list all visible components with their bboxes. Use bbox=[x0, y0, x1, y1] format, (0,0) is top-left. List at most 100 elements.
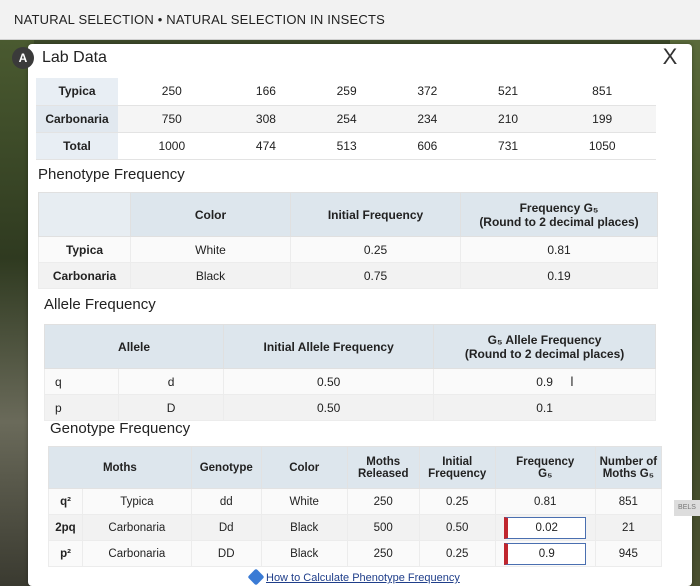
side-tab[interactable]: BELS bbox=[674, 500, 700, 516]
table-row: p² Carbonaria DD Black 250 0.25 0.9 945 bbox=[48, 540, 663, 567]
header-moths-released: Moths Released bbox=[346, 446, 420, 489]
header-initial-allele-frequency: Initial Allele Frequency bbox=[223, 324, 435, 369]
table-cell: Carbonaria bbox=[82, 540, 192, 567]
table-cell: DD bbox=[190, 540, 262, 567]
table-cell: Carbonaria bbox=[82, 514, 192, 541]
table-row: 2pq Carbonaria Dd Black 500 0.50 0.02 21 bbox=[48, 514, 663, 541]
table-cell: 474 bbox=[225, 132, 307, 160]
genotype-symbol: 2pq bbox=[48, 514, 83, 541]
header-frequency-g5: Frequency G₅ (Round to 2 decimal places) bbox=[460, 192, 658, 237]
table-header-row: Moths Genotype Color Moths Released Init… bbox=[48, 446, 663, 489]
lab-data-panel: A Lab Data X Typica 250 166 259 372 521 … bbox=[12, 44, 692, 586]
allele-table: Allele Initial Allele Frequency G₅ Allel… bbox=[43, 324, 656, 421]
table-cell: D bbox=[117, 394, 225, 421]
table-cell: 0.50 bbox=[223, 394, 435, 421]
table-cell: 0.75 bbox=[290, 262, 461, 289]
table-cell: 0.50 bbox=[418, 514, 496, 541]
table-cell: 851 bbox=[548, 78, 656, 106]
moth-counts-table: Typica 250 166 259 372 521 851 Carbonari… bbox=[36, 78, 656, 160]
table-cell: Black bbox=[130, 262, 291, 289]
table-cell: 210 bbox=[467, 105, 549, 133]
row-label: Typica bbox=[38, 236, 131, 263]
frequency-g5-input[interactable]: 0.9 bbox=[504, 542, 587, 565]
table-cell: 750 bbox=[118, 105, 226, 133]
panel-header: A Lab Data X bbox=[12, 44, 692, 74]
table-cell: Black bbox=[260, 540, 348, 567]
header-blank bbox=[38, 192, 131, 237]
frequency-g5-cell: 0.9 bbox=[494, 540, 596, 567]
genotype-section-title: Genotype Frequency bbox=[50, 420, 191, 437]
table-cell: 250 bbox=[346, 488, 420, 515]
table-cell: White bbox=[260, 488, 348, 515]
header-moths: Moths bbox=[48, 446, 192, 489]
table-cell: 199 bbox=[548, 105, 656, 133]
table-cell: dd bbox=[190, 488, 262, 515]
header-number-moths-g5: Number of Moths G₅ bbox=[594, 446, 663, 489]
table-header-row: Allele Initial Allele Frequency G₅ Allel… bbox=[43, 324, 656, 369]
table-row: q d 0.50 0.9 bbox=[44, 368, 656, 395]
g5-allele-input-p[interactable]: 0.1 bbox=[433, 394, 656, 421]
row-label: Typica bbox=[36, 78, 118, 106]
table-header-row: Color Initial Frequency Frequency G₅ (Ro… bbox=[38, 192, 658, 237]
table-cell: 0.25 bbox=[418, 488, 496, 515]
header-genotype: Genotype bbox=[190, 446, 262, 489]
table-row: p D 0.50 0.1 bbox=[44, 394, 656, 421]
allele-section-title: Allele Frequency bbox=[44, 296, 156, 313]
table-cell: Black bbox=[260, 514, 348, 541]
table-cell: 254 bbox=[306, 105, 387, 133]
close-button[interactable]: X bbox=[662, 44, 678, 69]
lab-data-icon: A bbox=[12, 47, 34, 69]
table-cell: Typica bbox=[82, 488, 192, 515]
table-cell: Dd bbox=[190, 514, 262, 541]
row-label: Carbonaria bbox=[38, 262, 131, 289]
phenotype-section-title: Phenotype Frequency bbox=[38, 166, 185, 183]
row-label: Total bbox=[36, 132, 118, 160]
table-cell: 1050 bbox=[548, 132, 656, 160]
table-cell: 0.81 bbox=[460, 236, 658, 263]
header-initial-frequency: Initial Frequency bbox=[418, 446, 496, 489]
table-cell: 851 bbox=[594, 488, 663, 515]
table-cell: 0.25 bbox=[418, 540, 496, 567]
table-cell: 0.19 bbox=[460, 262, 658, 289]
table-cell: 259 bbox=[306, 78, 387, 106]
table-row: Typica 250 166 259 372 521 851 bbox=[36, 78, 656, 106]
table-cell: 945 bbox=[594, 540, 663, 567]
header-frequency-g5: Frequency G₅ bbox=[494, 446, 596, 489]
table-cell: 513 bbox=[306, 132, 387, 160]
table-cell: 500 bbox=[346, 514, 420, 541]
table-cell: 521 bbox=[467, 78, 549, 106]
allele-symbol: q bbox=[44, 368, 119, 395]
breadcrumb-title: NATURAL SELECTION • NATURAL SELECTION IN… bbox=[14, 12, 385, 27]
table-row: Carbonaria 750 308 254 234 210 199 bbox=[36, 105, 656, 133]
table-cell: 308 bbox=[225, 105, 307, 133]
frequency-g5-input[interactable]: 0.02 bbox=[504, 516, 587, 539]
genotype-table: Moths Genotype Color Moths Released Init… bbox=[48, 446, 663, 567]
table-cell: 372 bbox=[386, 78, 468, 106]
top-bar: NATURAL SELECTION • NATURAL SELECTION IN… bbox=[0, 0, 700, 40]
table-cell: 0.50 bbox=[223, 368, 435, 395]
table-row: q² Typica dd White 250 0.25 0.81 851 bbox=[48, 488, 663, 515]
table-cell: 166 bbox=[225, 78, 307, 106]
genotype-symbol: q² bbox=[48, 488, 83, 515]
table-cell: 1000 bbox=[118, 132, 226, 160]
g5-allele-input-q[interactable]: 0.9 bbox=[433, 368, 656, 395]
header-g5-allele-frequency: G₅ Allele Frequency (Round to 2 decimal … bbox=[433, 324, 656, 369]
help-link[interactable]: How to Calculate Phenotype Frequency bbox=[266, 572, 460, 584]
table-cell: 0.25 bbox=[290, 236, 461, 263]
table-cell: 250 bbox=[346, 540, 420, 567]
table-cell: 606 bbox=[386, 132, 468, 160]
phenotype-table: Color Initial Frequency Frequency G₅ (Ro… bbox=[38, 192, 658, 289]
frequency-g5-cell[interactable]: 0.81 bbox=[494, 488, 596, 515]
table-cell: 21 bbox=[594, 514, 663, 541]
allele-symbol: p bbox=[44, 394, 119, 421]
panel-title: Lab Data bbox=[42, 49, 107, 66]
genotype-symbol: p² bbox=[48, 540, 83, 567]
table-cell: 234 bbox=[386, 105, 468, 133]
header-color: Color bbox=[130, 192, 291, 237]
table-row: Carbonaria Black 0.75 0.19 bbox=[38, 262, 658, 289]
header-color: Color bbox=[260, 446, 348, 489]
help-diamond-icon bbox=[247, 568, 265, 586]
row-label: Carbonaria bbox=[36, 105, 118, 133]
table-cell: 731 bbox=[467, 132, 549, 160]
frequency-g5-cell: 0.02 bbox=[494, 514, 596, 541]
